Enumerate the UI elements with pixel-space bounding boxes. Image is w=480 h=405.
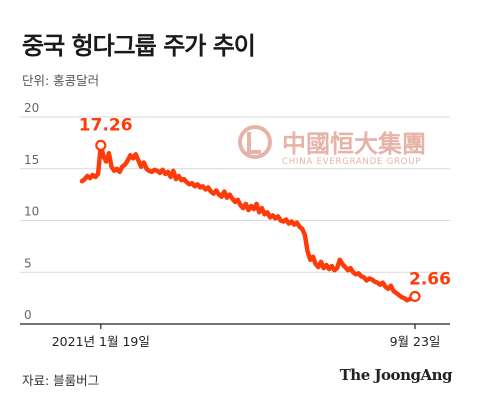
annotation-label: 2.66	[409, 269, 451, 289]
brand-logo: The JoongAng	[339, 366, 453, 384]
evergrande-logo-watermark: 中國恒大集團 CHINA EVERGRANDE GROUP	[238, 125, 426, 167]
unit-label: 단위: 홍콩달러	[22, 73, 100, 88]
page-title: 중국 헝다그룹 주가 추이	[22, 32, 256, 60]
x-tick-label: 2021년 1월 19일	[52, 334, 150, 349]
y-tick-label: 15	[24, 153, 39, 167]
logo-ring-icon	[238, 125, 272, 159]
logo-subtext: CHINA EVERGRANDE GROUP	[282, 157, 421, 167]
annotation-marker	[95, 139, 107, 151]
y-tick-label: 0	[24, 308, 32, 322]
price-series-line	[79, 143, 418, 303]
logo-text: 中國恒大集團	[282, 130, 426, 158]
x-axis: 2021년 1월 19일 9월 23일	[20, 323, 450, 349]
y-axis-labels: 0 5 10 15 20	[24, 101, 39, 322]
y-tick-label: 5	[24, 256, 32, 270]
x-tick-label: 9월 23일	[390, 334, 441, 349]
y-tick-label: 10	[24, 205, 39, 219]
grid-lines	[20, 116, 450, 273]
y-tick-label: 20	[24, 101, 39, 115]
source-note: 자료: 블룸버그	[22, 373, 100, 388]
logo-mark-icon	[247, 132, 261, 154]
annotation-label: 17.26	[79, 115, 133, 135]
annotations: 17.26 2.66	[79, 115, 451, 303]
annotation-marker	[409, 290, 421, 303]
series-line	[79, 143, 418, 303]
